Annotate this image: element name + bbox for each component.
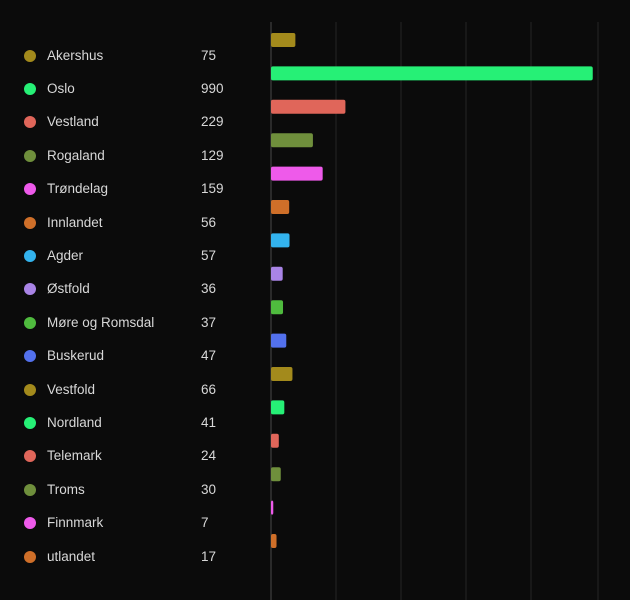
bar[interactable] xyxy=(271,367,293,381)
bar[interactable] xyxy=(271,333,287,348)
legend-label: Nordland xyxy=(47,414,102,430)
legend-label: Rogaland xyxy=(47,147,105,163)
legend-label: Telemark xyxy=(47,448,102,464)
legend-item[interactable]: Vestland 229 xyxy=(0,112,260,132)
legend-swatch xyxy=(24,183,36,196)
legend-item[interactable]: Rogaland 129 xyxy=(0,146,260,166)
legend-label: Buskerud xyxy=(47,348,105,364)
chart-legend: Akershus 75 Oslo 990 Vestland 229 Rogaland 129 T… xyxy=(0,0,260,600)
legend-item[interactable]: Østfold 36 xyxy=(0,279,260,299)
legend-label: Vestfold xyxy=(47,381,96,397)
legend-item[interactable]: Troms 30 xyxy=(0,480,260,500)
legend-swatch xyxy=(24,416,36,429)
bar[interactable] xyxy=(271,534,277,548)
legend-swatch xyxy=(24,350,36,363)
legend-value: 17 xyxy=(201,548,217,564)
legend-item[interactable]: Telemark 24 xyxy=(0,446,260,466)
legend-swatch xyxy=(24,283,36,296)
legend-swatch xyxy=(24,383,36,396)
legend-item[interactable]: Vestfold 66 xyxy=(0,380,260,400)
legend-item[interactable]: Møre og Romsdal 37 xyxy=(0,313,260,333)
bar[interactable] xyxy=(271,133,313,148)
bar[interactable] xyxy=(271,433,279,448)
bar[interactable] xyxy=(271,200,290,214)
bar[interactable] xyxy=(271,99,346,114)
legend-value: 57 xyxy=(201,247,217,263)
legend-swatch xyxy=(24,450,36,463)
legend-label: utlandet xyxy=(47,548,96,564)
legend-label: Vestland xyxy=(47,114,99,130)
legend-swatch xyxy=(24,483,36,496)
legend-item[interactable]: Trøndelag 159 xyxy=(0,179,260,199)
bar[interactable] xyxy=(271,266,283,281)
bar[interactable] xyxy=(271,500,274,515)
legend-label: Møre og Romsdal xyxy=(47,314,155,330)
legend-swatch xyxy=(24,517,36,530)
legend-value: 36 xyxy=(201,281,217,297)
legend-value: 990 xyxy=(201,80,224,96)
legend-value: 229 xyxy=(201,114,224,130)
legend-item[interactable]: Akershus 75 xyxy=(0,46,260,66)
legend-label: Troms xyxy=(47,481,85,497)
legend-swatch xyxy=(24,249,36,262)
legend-value: 75 xyxy=(201,47,217,63)
legend-label: Trøndelag xyxy=(47,181,109,197)
legend-label: Akershus xyxy=(47,47,104,63)
legend-swatch xyxy=(24,550,36,563)
legend-swatch xyxy=(24,49,36,62)
legend-value: 159 xyxy=(201,181,224,197)
legend-item[interactable]: Finnmark 7 xyxy=(0,513,260,533)
bar[interactable] xyxy=(271,66,593,81)
legend-value: 41 xyxy=(201,414,217,430)
legend-value: 66 xyxy=(201,381,217,397)
legend-value: 37 xyxy=(201,314,217,330)
legend-value: 24 xyxy=(201,448,217,464)
legend-label: Østfold xyxy=(47,281,90,297)
legend-label: Oslo xyxy=(47,80,75,96)
legend-swatch xyxy=(24,149,36,162)
legend-item[interactable]: Innlandet 56 xyxy=(0,213,260,233)
legend-item[interactable]: utlandet 17 xyxy=(0,547,260,567)
bar[interactable] xyxy=(271,400,285,415)
legend-label: Innlandet xyxy=(47,214,103,230)
legend-swatch xyxy=(24,316,36,329)
legend-label: Finnmark xyxy=(47,515,104,531)
legend-value: 129 xyxy=(201,147,224,163)
legend-item[interactable]: Buskerud 47 xyxy=(0,346,260,366)
legend-item[interactable]: Nordland 41 xyxy=(0,413,260,433)
legend-swatch xyxy=(24,116,36,129)
legend-label: Agder xyxy=(47,247,84,263)
legend-value: 56 xyxy=(201,214,217,230)
bar[interactable] xyxy=(271,300,284,315)
legend-value: 30 xyxy=(201,481,217,497)
legend-value: 7 xyxy=(201,515,209,531)
legend-item[interactable]: Oslo 990 xyxy=(0,79,260,99)
legend-swatch xyxy=(24,216,36,229)
legend-swatch xyxy=(24,82,36,95)
bar[interactable] xyxy=(271,166,323,181)
legend-item[interactable]: Agder 57 xyxy=(0,246,260,266)
bar[interactable] xyxy=(271,233,290,248)
bar[interactable] xyxy=(271,33,296,47)
bar[interactable] xyxy=(271,467,281,482)
legend-value: 47 xyxy=(201,348,217,364)
